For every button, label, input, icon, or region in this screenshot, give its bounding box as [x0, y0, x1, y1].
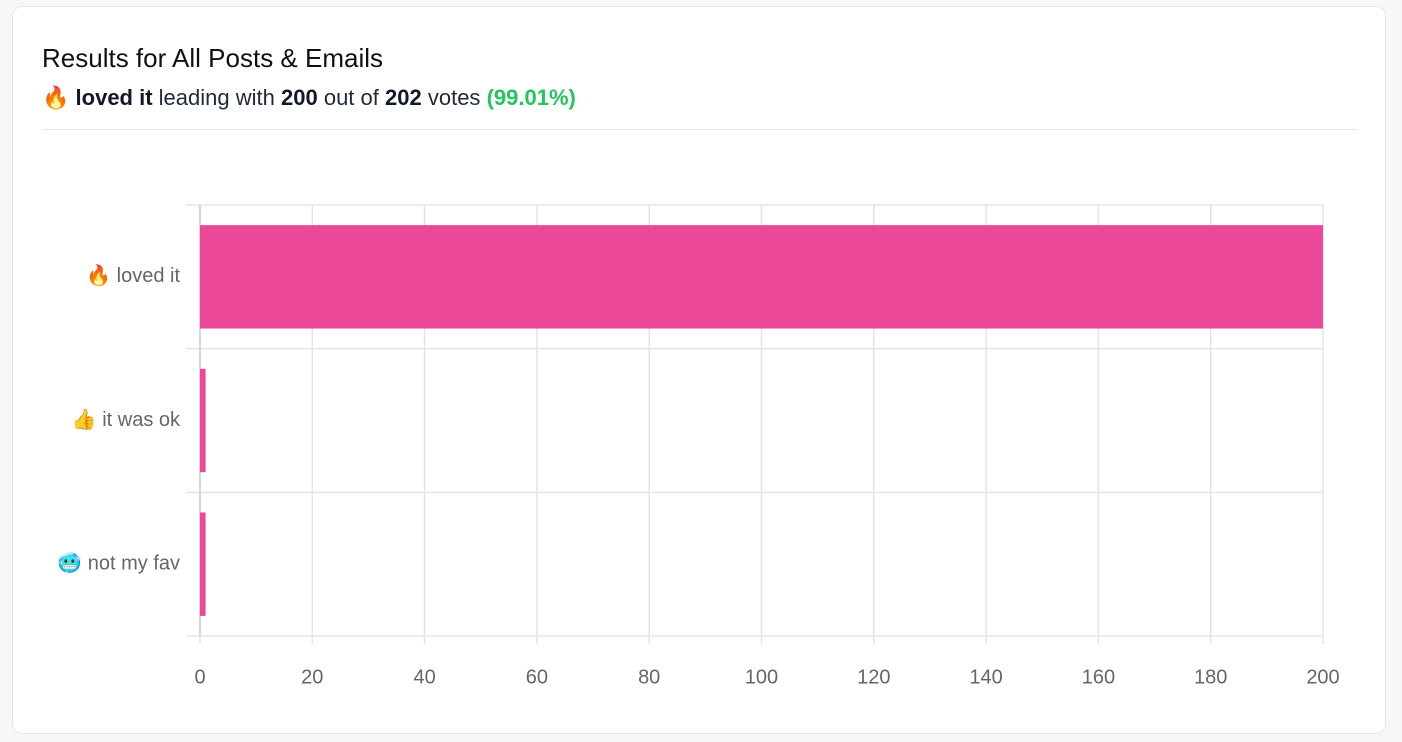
x-tick-label: 40: [413, 666, 435, 688]
leader-votes: 200: [280, 85, 318, 110]
y-tick-label: 🥶 not my fav: [57, 550, 180, 574]
text: out of: [323, 85, 379, 110]
x-tick-label: 140: [969, 666, 1002, 688]
bar: [200, 512, 206, 616]
text: votes: [427, 85, 481, 110]
x-tick-label: 20: [301, 666, 323, 688]
x-tick-label: 100: [745, 666, 778, 688]
y-tick-label: 🔥 loved it: [86, 263, 180, 287]
x-tick-label: 80: [638, 666, 660, 688]
leader: loved it: [75, 85, 153, 110]
card: Results for All Posts & Emails 🔥 loved i…: [12, 6, 1386, 734]
chart-title: Results for All Posts & Emails: [42, 43, 383, 73]
x-tick-label: 60: [526, 666, 548, 688]
total-votes: 202: [385, 85, 422, 110]
x-tick-label: 120: [857, 666, 890, 688]
divider: [42, 129, 1358, 130]
text: leading with: [158, 85, 275, 110]
bar: [200, 368, 206, 473]
x-tick-label: 160: [1082, 666, 1115, 688]
subtitle: 🔥 loved it leading with 200 out of 202 v…: [42, 85, 576, 111]
bar: [200, 225, 1323, 329]
emoji: 🔥: [42, 85, 70, 110]
x-tick-label: 0: [194, 666, 205, 688]
x-tick-label: 180: [1194, 666, 1227, 688]
y-tick-label: 👍 it was ok: [72, 407, 181, 431]
x-tick-label: 200: [1306, 666, 1339, 688]
percentage: (99.01%): [486, 85, 576, 110]
